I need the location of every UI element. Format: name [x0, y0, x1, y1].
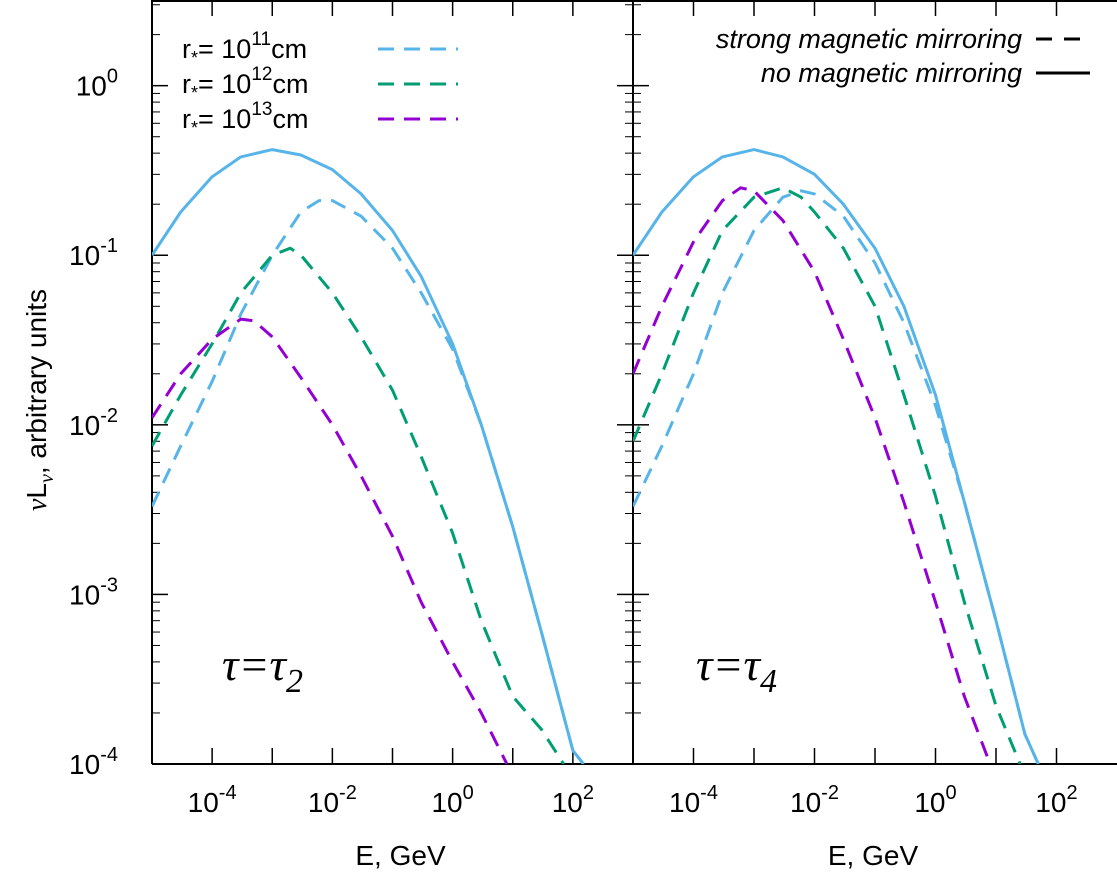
panel-1-series — [152, 148, 585, 764]
series-line-dashed — [633, 186, 1022, 764]
panel-1-label: τ=τ2 — [222, 639, 303, 700]
panel-labels: τ=τ2 τ=τ4 — [222, 639, 777, 700]
x-axis-title: E, GeV — [828, 840, 919, 871]
panel-2-label: τ=τ4 — [696, 639, 777, 700]
axis-titles: νLν, arbitrary units E, GeV E, GeV — [21, 289, 918, 871]
legend-style-label: no magnetic mirroring — [761, 58, 1022, 88]
legend-radius-label: r*= 1012cm — [182, 64, 308, 103]
y-tick-label: 10-2 — [69, 405, 118, 441]
legend-radius-label: r*= 1011cm — [182, 29, 307, 68]
y-tick-label: 10-1 — [69, 235, 118, 271]
series-line-dashed — [633, 186, 992, 764]
x-tick-label: 10-4 — [188, 782, 237, 818]
x-tick-label: 100 — [914, 782, 956, 818]
y-tick-label: 10-3 — [69, 574, 118, 610]
legend-radius-label: r*= 1013cm — [182, 99, 308, 138]
x-axis-title: E, GeV — [355, 840, 446, 871]
series-line-dashed — [152, 317, 509, 764]
series-line-dashed — [152, 199, 585, 764]
series-line-dashed — [152, 246, 565, 764]
data-series — [152, 148, 1040, 764]
series-line-dashed — [633, 189, 1040, 764]
x-tick-label: 102 — [552, 782, 594, 818]
x-tick-label: 10-2 — [308, 782, 357, 818]
panel-2-series — [633, 148, 1040, 764]
axis-ticks: 100 10-1 10-2 10-3 10-4 10-4 10-2 100 102 10-4 10-… — [69, 0, 1078, 818]
legend-style-label: strong magnetic mirroring — [716, 24, 1022, 54]
y-axis-title: νLν, arbitrary units — [21, 289, 58, 511]
x-tick-label: 10-2 — [790, 782, 839, 818]
series-line-solid — [152, 148, 585, 764]
x-tick-label: 102 — [1035, 782, 1077, 818]
x-tick-label: 100 — [431, 782, 473, 818]
y-tick-label: 100 — [76, 66, 118, 102]
x-tick-label: 10-4 — [669, 782, 718, 818]
y-tick-label: 10-4 — [69, 744, 118, 780]
